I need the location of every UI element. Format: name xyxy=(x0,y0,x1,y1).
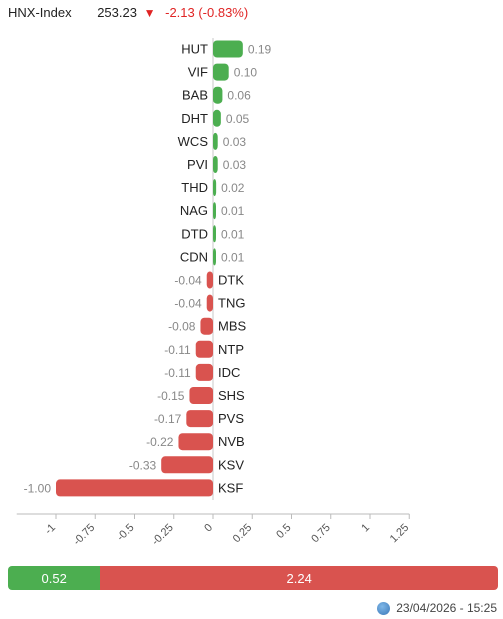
index-header: HNX-Index 253.23 ▼ -2.13 (-0.83%) xyxy=(8,5,248,20)
x-tick-label: 0.25 xyxy=(231,522,255,546)
category-label: BAB xyxy=(182,88,208,103)
bar-ksv xyxy=(161,456,213,474)
category-label: IDC xyxy=(218,365,240,380)
x-tick-label: 0.75 xyxy=(309,522,333,546)
value-label: -0.15 xyxy=(157,389,185,403)
down-arrow-icon: ▼ xyxy=(143,6,156,20)
value-label: -0.22 xyxy=(146,435,174,449)
x-tick-label: 1.25 xyxy=(388,522,412,546)
value-label: -1.00 xyxy=(24,481,52,495)
x-tick-label: 1 xyxy=(359,522,372,535)
category-label: WCS xyxy=(178,134,209,149)
bar-idc xyxy=(195,363,213,381)
x-tick-label: -0.5 xyxy=(115,522,137,544)
category-label: DHT xyxy=(181,111,208,126)
value-label: -0.11 xyxy=(164,366,191,380)
summary-down-segment: 2.24 xyxy=(100,566,498,590)
bar-thd xyxy=(213,179,217,197)
x-tick-label: 0 xyxy=(202,522,215,535)
bar-nvb xyxy=(178,433,213,451)
bar-shs xyxy=(189,387,213,404)
bar-dht xyxy=(213,109,221,127)
category-label: NAG xyxy=(180,203,208,218)
bar-dtk xyxy=(206,271,213,289)
value-label: 0.02 xyxy=(221,181,245,195)
bar-dtd xyxy=(213,225,216,243)
category-label: TNG xyxy=(218,296,245,311)
bar-cdn xyxy=(213,248,216,266)
advance-decline-bar: 0.52 2.24 xyxy=(8,566,498,590)
category-label: PVS xyxy=(218,411,244,426)
value-label: 0.06 xyxy=(227,89,251,103)
bar-hut xyxy=(213,40,243,58)
bar-pvi xyxy=(213,156,218,173)
value-label: -0.08 xyxy=(168,320,196,334)
category-label: PVI xyxy=(187,157,208,172)
value-label: -0.04 xyxy=(174,297,202,311)
value-label: 0.10 xyxy=(234,66,258,80)
bar-pvs xyxy=(186,410,213,428)
category-label: MBS xyxy=(218,319,247,334)
x-tick-label: -0.25 xyxy=(150,522,176,548)
category-label: THD xyxy=(181,180,208,195)
bar-tng xyxy=(206,294,213,312)
value-label: 0.01 xyxy=(221,204,245,218)
globe-icon xyxy=(377,601,391,615)
bar-bab xyxy=(213,86,223,104)
category-label: NVB xyxy=(218,434,245,449)
index-name: HNX-Index xyxy=(8,5,72,20)
value-label: 0.01 xyxy=(221,227,245,241)
value-label: -0.17 xyxy=(154,412,182,426)
index-value: 253.23 xyxy=(97,5,137,20)
value-label: -0.04 xyxy=(174,274,202,288)
bar-wcs xyxy=(213,132,218,150)
category-label: DTK xyxy=(218,273,244,288)
value-label: -0.33 xyxy=(129,458,157,472)
contribution-bar-chart: HUT 0.19 VIF 0.10 BAB 0.06 DHT 0.05 WCS 0.03 PVI 0.… xyxy=(16,38,412,548)
timestamp-footer: 23/04/2026 - 15:25 xyxy=(377,601,497,615)
category-label: DTD xyxy=(181,226,208,241)
category-label: SHS xyxy=(218,388,245,403)
index-change: -2.13 (-0.83%) xyxy=(165,5,249,20)
category-label: NTP xyxy=(218,342,244,357)
value-label: 0.01 xyxy=(221,250,245,264)
summary-up-segment: 0.52 xyxy=(8,566,101,590)
x-tick-label: -1 xyxy=(43,522,58,537)
category-label: HUT xyxy=(181,42,208,57)
value-label: 0.03 xyxy=(223,135,247,149)
bar-ksf xyxy=(56,479,213,497)
category-label: CDN xyxy=(180,249,208,264)
bar-mbs xyxy=(200,317,213,335)
x-tick-label: -0.75 xyxy=(71,522,97,548)
bar-vif xyxy=(213,63,229,81)
category-label: KSV xyxy=(218,457,244,472)
x-tick-label: 0.5 xyxy=(274,522,293,541)
value-label: 0.19 xyxy=(248,43,272,57)
value-label: -0.11 xyxy=(164,343,191,357)
value-label: 0.03 xyxy=(223,158,247,172)
category-label: VIF xyxy=(188,65,208,80)
category-label: KSF xyxy=(218,480,243,495)
bar-ntp xyxy=(195,340,213,358)
timestamp: 23/04/2026 - 15:25 xyxy=(396,601,497,615)
bar-nag xyxy=(213,202,216,220)
value-label: 0.05 xyxy=(226,112,250,126)
